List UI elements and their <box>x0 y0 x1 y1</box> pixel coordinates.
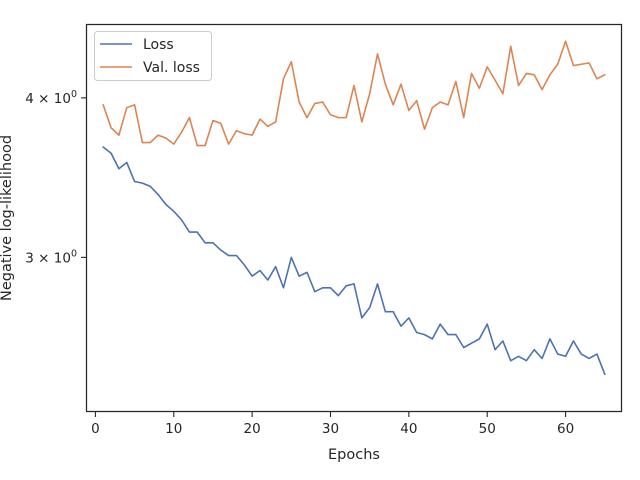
series-line-loss <box>102 146 606 376</box>
x-tick-label: 0 <box>91 421 100 437</box>
legend-entry-label: Loss <box>143 37 174 53</box>
legend: Loss Val. loss <box>94 31 212 81</box>
series-line-val-loss <box>102 40 606 147</box>
y-axis-label: Negative log-likelihood <box>0 135 15 301</box>
x-tick-label: 10 <box>165 421 182 437</box>
x-axis-label: Epochs <box>328 447 380 463</box>
y-axis: 3 × 100 4 × 100 <box>25 89 86 266</box>
y-tick-label: 4 × 100 <box>25 89 77 107</box>
x-tick-label: 60 <box>557 421 574 437</box>
x-axis: 0 10 20 30 40 50 60 <box>91 412 574 437</box>
x-tick-label: 30 <box>322 421 339 437</box>
x-tick-label: 40 <box>400 421 417 437</box>
legend-entry-label: Val. loss <box>143 60 200 76</box>
series-layer <box>102 40 606 376</box>
x-tick-label: 20 <box>244 421 261 437</box>
plot-frame <box>85 23 623 413</box>
y-tick-label: 3 × 100 <box>25 248 77 266</box>
x-tick-label: 50 <box>479 421 496 437</box>
plot-area <box>86 24 622 412</box>
